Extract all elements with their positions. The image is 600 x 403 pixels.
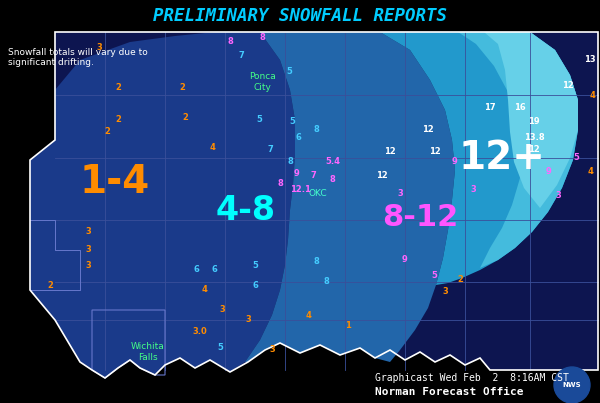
Text: 8: 8 xyxy=(227,37,233,46)
Text: PRELIMINARY SNOWFALL REPORTS: PRELIMINARY SNOWFALL REPORTS xyxy=(153,7,447,25)
Text: 12+: 12+ xyxy=(458,139,545,177)
Text: 6: 6 xyxy=(211,266,217,274)
Text: Ponca
City: Ponca City xyxy=(248,72,275,92)
Text: 7: 7 xyxy=(267,145,273,154)
Text: 5: 5 xyxy=(431,272,437,280)
Text: 19: 19 xyxy=(528,118,540,127)
Text: Snowfall totals will vary due to
significant drifting.: Snowfall totals will vary due to signifi… xyxy=(8,48,148,67)
Text: 3: 3 xyxy=(269,345,275,355)
Text: 6: 6 xyxy=(295,133,301,143)
Polygon shape xyxy=(380,32,578,285)
Text: 2: 2 xyxy=(47,280,53,289)
Text: Graphicast Wed Feb  2  8:16AM CST: Graphicast Wed Feb 2 8:16AM CST xyxy=(375,373,569,383)
Text: 9: 9 xyxy=(452,158,458,166)
Text: 4: 4 xyxy=(587,168,593,177)
Text: 5: 5 xyxy=(256,116,262,125)
Text: 2: 2 xyxy=(182,114,188,123)
Text: 3: 3 xyxy=(85,228,91,237)
Text: 2: 2 xyxy=(115,116,121,125)
Text: 12.1: 12.1 xyxy=(290,185,310,195)
Text: 3: 3 xyxy=(245,316,251,324)
Text: 5: 5 xyxy=(289,118,295,127)
Text: 16: 16 xyxy=(514,104,526,112)
Text: 12: 12 xyxy=(562,81,574,89)
Text: 2: 2 xyxy=(104,127,110,137)
Text: 12: 12 xyxy=(429,147,441,156)
Text: 12: 12 xyxy=(422,125,434,135)
Text: 3.0: 3.0 xyxy=(193,328,208,337)
Text: 13: 13 xyxy=(584,56,596,64)
Text: 2: 2 xyxy=(179,83,185,93)
Text: 7: 7 xyxy=(238,52,244,60)
Text: 8: 8 xyxy=(313,258,319,266)
Text: 8-12: 8-12 xyxy=(382,204,458,233)
Text: Wichita
Falls: Wichita Falls xyxy=(131,342,165,362)
Text: 8: 8 xyxy=(329,175,335,185)
Polygon shape xyxy=(484,32,578,208)
Text: 5: 5 xyxy=(573,154,579,162)
Text: 8: 8 xyxy=(323,278,329,287)
Polygon shape xyxy=(245,32,455,362)
Text: 4: 4 xyxy=(305,312,311,320)
Text: 2: 2 xyxy=(457,276,463,285)
Text: 5: 5 xyxy=(217,343,223,353)
Text: 9: 9 xyxy=(294,170,300,179)
Text: 2: 2 xyxy=(115,83,121,93)
Text: 13.8: 13.8 xyxy=(524,133,544,143)
Text: 4: 4 xyxy=(590,91,596,100)
Text: 4-8: 4-8 xyxy=(216,193,276,226)
Text: 3: 3 xyxy=(470,185,476,195)
Text: 3: 3 xyxy=(85,245,91,255)
Text: 8: 8 xyxy=(313,125,319,135)
Text: 5: 5 xyxy=(252,260,258,270)
Text: 1-4: 1-4 xyxy=(80,163,150,201)
Text: 3: 3 xyxy=(219,305,225,314)
Text: 12: 12 xyxy=(384,147,396,156)
Circle shape xyxy=(554,367,590,403)
Text: 4: 4 xyxy=(201,285,207,295)
Text: 3: 3 xyxy=(85,260,91,270)
Text: 3: 3 xyxy=(397,189,403,199)
Text: 12: 12 xyxy=(528,145,540,154)
Polygon shape xyxy=(458,32,578,268)
Text: NWS: NWS xyxy=(563,382,581,388)
Text: 3: 3 xyxy=(96,44,102,52)
Text: 5.4: 5.4 xyxy=(325,158,341,166)
Text: 8: 8 xyxy=(259,33,265,42)
Text: 12: 12 xyxy=(376,172,388,181)
Text: 6: 6 xyxy=(193,266,199,274)
Text: OKC: OKC xyxy=(308,189,328,199)
Text: 1: 1 xyxy=(345,322,351,330)
Text: 4: 4 xyxy=(210,143,216,152)
Text: 3: 3 xyxy=(442,287,448,297)
Text: 7: 7 xyxy=(310,172,316,181)
Text: 6: 6 xyxy=(252,280,258,289)
Text: 8: 8 xyxy=(287,158,293,166)
Text: 17: 17 xyxy=(484,104,496,112)
Polygon shape xyxy=(30,32,598,378)
Text: 5: 5 xyxy=(286,67,292,77)
Text: 9: 9 xyxy=(545,168,551,177)
Text: 9: 9 xyxy=(402,256,408,264)
Text: Norman Forecast Office: Norman Forecast Office xyxy=(375,387,523,397)
Text: 3: 3 xyxy=(555,191,561,201)
Polygon shape xyxy=(30,32,295,378)
Text: 8: 8 xyxy=(277,179,283,189)
